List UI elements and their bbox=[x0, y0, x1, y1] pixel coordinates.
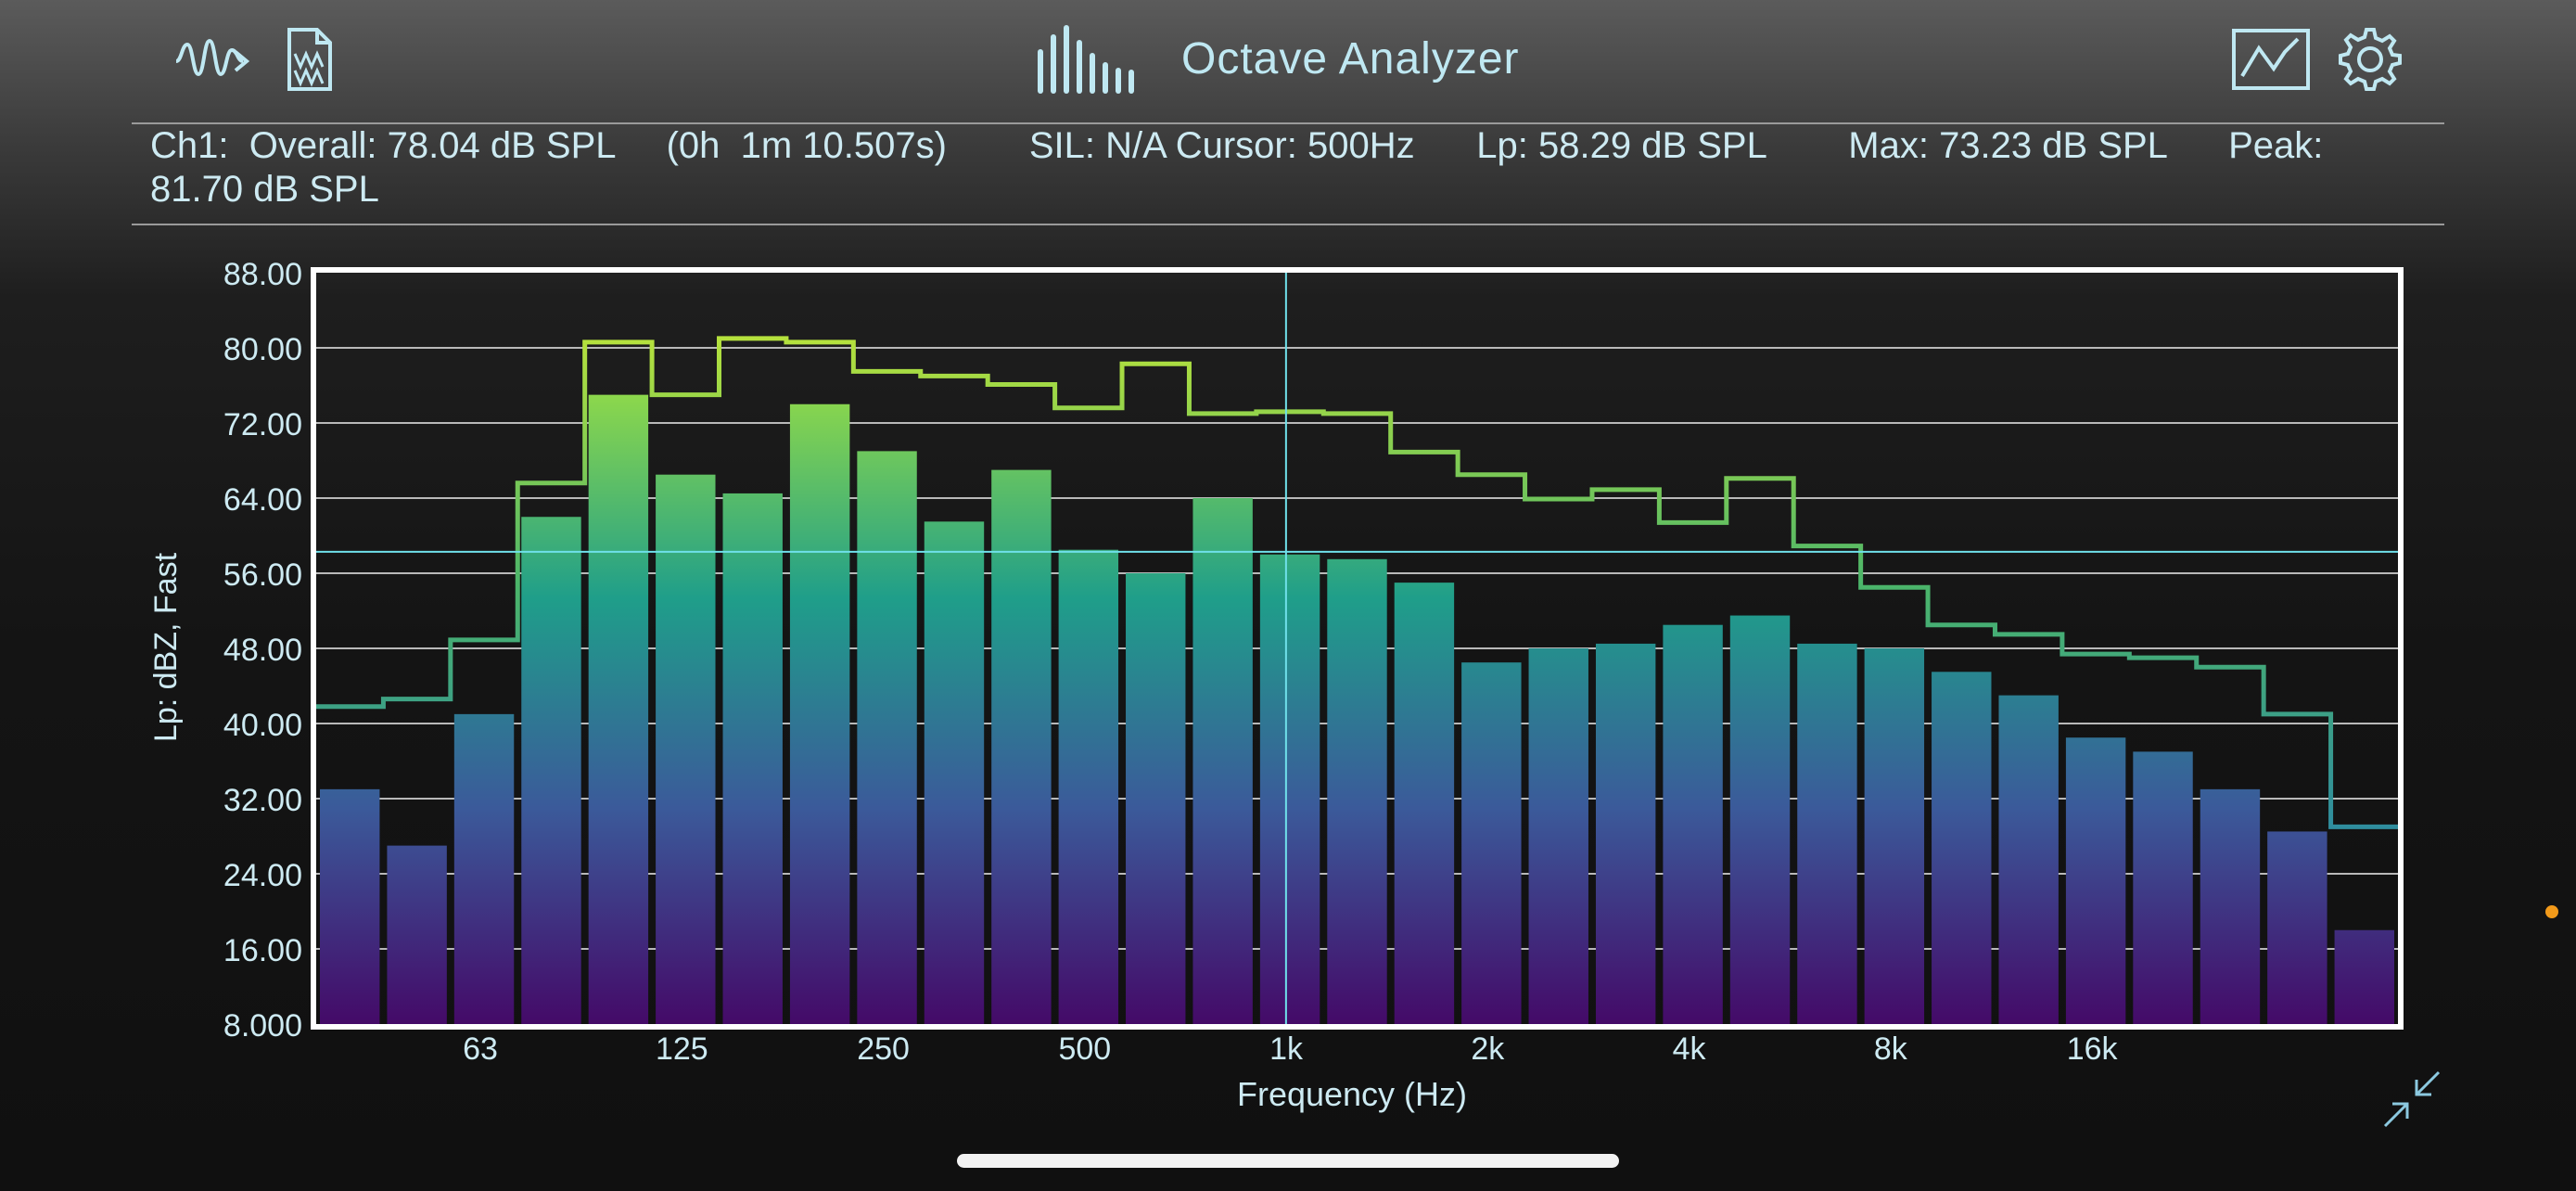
x-tick-label: 125 bbox=[656, 1031, 708, 1067]
octave-band-bar bbox=[1663, 624, 1723, 1024]
y-axis-label: Lp: dBZ, Fast bbox=[148, 552, 184, 742]
graph-view-icon[interactable] bbox=[2231, 28, 2311, 91]
octave-band-bar bbox=[1259, 554, 1320, 1024]
octave-band-bar bbox=[924, 521, 985, 1024]
x-tick-label: 1k bbox=[1269, 1031, 1304, 1067]
chart-frame bbox=[311, 267, 2404, 1030]
octave-band-bar bbox=[1126, 573, 1186, 1024]
octave-bars-icon[interactable] bbox=[1035, 24, 1146, 95]
octave-band-bar bbox=[1528, 648, 1588, 1024]
octave-band-bar bbox=[2200, 788, 2261, 1024]
x-tick-label: 500 bbox=[1058, 1031, 1111, 1067]
octave-band-bar bbox=[1998, 695, 2059, 1024]
x-tick-label: 2k bbox=[1471, 1031, 1505, 1067]
x-tick-label: 16k bbox=[2067, 1031, 2119, 1067]
octave-band-bar bbox=[1729, 615, 1791, 1024]
wave-file-icon[interactable] bbox=[284, 26, 336, 93]
octave-band-bar bbox=[857, 451, 917, 1024]
x-axis-label: Frequency (Hz) bbox=[1237, 1075, 1467, 1113]
collapse-arrows-icon[interactable] bbox=[2379, 1067, 2444, 1132]
octave-band-bar bbox=[1394, 583, 1455, 1024]
octave-band-bar bbox=[1932, 672, 1992, 1024]
top-toolbar: Octave Analyzer bbox=[0, 0, 2576, 121]
x-tick-label: 4k bbox=[1673, 1031, 1707, 1067]
y-tick-label: 8.000 bbox=[223, 1008, 302, 1044]
octave-band-bar bbox=[1058, 549, 1119, 1024]
octave-band-bar bbox=[1327, 558, 1387, 1024]
y-tick-label: 72.00 bbox=[223, 407, 302, 442]
octave-band-bar bbox=[2065, 737, 2126, 1024]
octave-band-bar bbox=[1797, 643, 1857, 1024]
octave-band-bar bbox=[656, 474, 716, 1024]
octave-band-bar bbox=[789, 403, 850, 1024]
octave-band-bar bbox=[1864, 648, 1925, 1024]
octave-band-bar bbox=[991, 469, 1052, 1024]
x-tick-label: 250 bbox=[857, 1031, 910, 1067]
y-tick-label: 32.00 bbox=[223, 783, 302, 818]
app-title: Octave Analyzer bbox=[1181, 34, 1520, 83]
y-tick-label: 16.00 bbox=[223, 933, 302, 968]
info-line-1: Ch1: Overall: 78.04 dB SPL (0h 1m 10.507… bbox=[150, 125, 2324, 166]
step-line-group bbox=[316, 336, 2398, 829]
x-tick-label: 8k bbox=[1874, 1031, 1908, 1067]
y-tick-label: 80.00 bbox=[223, 332, 302, 367]
y-tick-label: 88.00 bbox=[223, 257, 302, 292]
home-indicator[interactable] bbox=[957, 1154, 1619, 1168]
y-tick-labels: 88.00 80.00 72.00 64.00 56.00 48.00 40.00 32.00… bbox=[223, 257, 302, 1044]
measurement-info: Ch1: Overall: 78.04 dB SPL (0h 1m 10.507… bbox=[150, 124, 2450, 211]
cursor-group bbox=[316, 273, 2398, 1024]
y-tick-label: 40.00 bbox=[223, 708, 302, 743]
info-line-2: 81.70 dB SPL bbox=[150, 169, 379, 210]
max-step-line bbox=[316, 336, 2398, 829]
octave-band-bar bbox=[521, 517, 581, 1024]
octave-band-bar bbox=[1461, 662, 1522, 1024]
status-indicator-dot bbox=[2545, 905, 2558, 918]
y-tick-label: 48.00 bbox=[223, 633, 302, 668]
waveform-arrow-icon[interactable] bbox=[172, 28, 256, 87]
header-divider-bottom bbox=[132, 224, 2444, 225]
y-tick-label: 64.00 bbox=[223, 482, 302, 518]
y-tick-label: 24.00 bbox=[223, 858, 302, 893]
x-tick-labels: 63 125 250 500 1k 2k 4k 8k 16k bbox=[463, 1031, 2118, 1067]
octave-band-bar bbox=[2267, 831, 2327, 1024]
gear-icon[interactable] bbox=[2337, 26, 2404, 93]
octave-band-bar bbox=[588, 394, 649, 1024]
octave-band-bar bbox=[320, 788, 380, 1024]
octave-band-bar bbox=[2334, 929, 2394, 1024]
octave-band-bar bbox=[453, 713, 515, 1024]
octave-band-bar bbox=[1595, 643, 1656, 1024]
octave-band-bar bbox=[1192, 498, 1253, 1024]
octave-band-bar bbox=[722, 493, 783, 1024]
octave-band-bar bbox=[2133, 751, 2193, 1024]
bar-group bbox=[320, 394, 2394, 1024]
octave-band-bar bbox=[387, 845, 447, 1024]
y-tick-label: 56.00 bbox=[223, 557, 302, 593]
header-divider-top bbox=[132, 122, 2444, 124]
x-tick-label: 63 bbox=[463, 1031, 498, 1067]
